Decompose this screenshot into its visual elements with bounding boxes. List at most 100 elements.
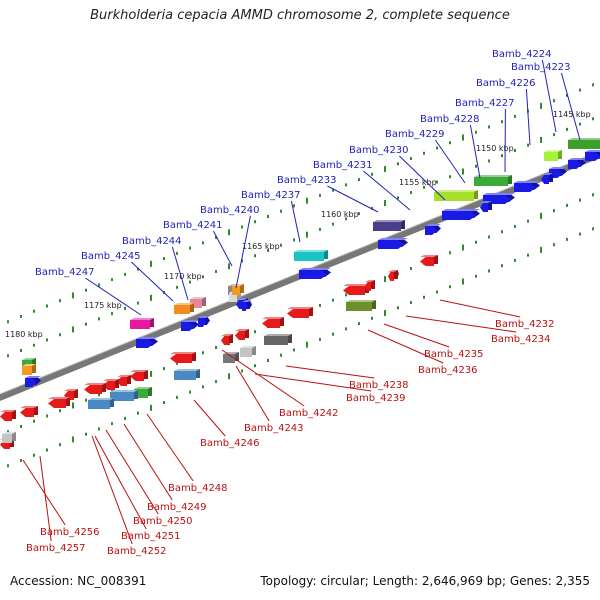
kbp-marker: 1180 kbp [5,330,43,339]
gene-leader-line [363,170,411,211]
gene-arrow [514,181,540,192]
gene-arrow [198,316,210,327]
gene-label-bamb-4232: Bamb_4232 [495,319,555,330]
gene-leader-line [434,139,466,184]
gene-arrow [84,383,106,394]
gene-arrow [136,337,158,348]
gene-leader-line [254,373,372,392]
gene-box [544,150,562,161]
gene-leader-line [105,429,159,515]
gene-arrow [420,255,438,266]
gene-box [110,390,138,401]
gene-label-bamb-4237: Bamb_4237 [241,190,301,201]
lower-gene-labels: Bamb_4232 Bamb_4234 Bamb_4235 Bamb_4236 Bamb… [22,299,555,557]
gene-leader-line [560,72,581,141]
accession-text: Accession: NC_008391 [10,574,147,588]
gene-label-bamb-4256: Bamb_4256 [40,527,100,538]
gene-arrow [365,280,375,291]
gene-leader-line [285,365,375,379]
gene-arrow [130,370,148,381]
gene-arrow [442,209,480,220]
gene-label-bamb-4235: Bamb_4235 [424,349,484,360]
gene-leader-line [541,59,557,133]
kbp-markers: 1145 kbp 1150 kbp 1155 kbp 1160 kbp 1165 kbp… [5,110,591,339]
gene-label-bamb-4245: Bamb_4245 [81,251,141,262]
gene-label-bamb-4236: Bamb_4236 [418,365,478,376]
gene-box [2,432,16,443]
gene-arrow [25,376,41,387]
gene-arrow [343,284,369,295]
gene-arrow [242,300,252,311]
gene-box [568,138,600,149]
gene-leader-line [290,200,301,243]
kbp-marker: 1170 kbp [164,272,202,281]
gene-arrow [541,173,553,184]
gene-box [240,346,256,357]
gene-arrow [170,352,196,363]
kbp-marker: 1165 kbp [242,242,280,251]
gene-label-bamb-4229: Bamb_4229 [385,129,445,140]
gene-label-bamb-4238: Bamb_4238 [349,380,409,391]
gene-arrow [299,268,331,279]
gene-label-bamb-4240: Bamb_4240 [200,205,260,216]
gene-arrow [568,158,586,169]
gene-label-bamb-4243: Bamb_4243 [244,423,304,434]
gene-box [434,190,478,201]
gene-label-bamb-4242: Bamb_4242 [279,408,339,419]
gene-box [174,369,200,380]
gene-leader-line [85,277,142,316]
kbp-marker: 1145 kbp [553,110,591,119]
gene-arrow [425,224,441,235]
tick-marks [7,83,594,468]
gene-box [346,300,376,311]
gene-leader-line [327,185,379,213]
gene-label-bamb-4239: Bamb_4239 [346,393,406,404]
gene-label-bamb-4248: Bamb_4248 [168,483,228,494]
gene-arrow [480,201,492,212]
kbp-marker: 1175 kbp [84,301,122,310]
gene-label-bamb-4247: Bamb_4247 [35,267,95,278]
gene-box [88,398,114,409]
gene-label-bamb-4257: Bamb_4257 [26,543,86,554]
gene-arrow [0,410,16,421]
gene-label-bamb-4251: Bamb_4251 [121,531,181,542]
gene-leader-line [146,413,194,482]
gene-box [264,334,292,345]
gene-label-bamb-4231: Bamb_4231 [313,160,373,171]
gene-leader-line [91,435,133,545]
gene-leader-line [469,124,481,179]
gene-arrow [181,320,199,331]
gene-leader-line [525,88,531,146]
kbp-marker: 1160 kbp [321,210,359,219]
gene-leader-line [235,215,251,289]
gene-leader-line [367,329,444,364]
gene-label-bamb-4250: Bamb_4250 [133,516,193,527]
gene-label-bamb-4252: Bamb_4252 [107,546,167,557]
gene-arrow [48,397,70,408]
gene-leader-line [383,323,450,348]
gene-leader-line [22,459,66,526]
gene-label-bamb-4244: Bamb_4244 [122,236,182,247]
map-title: Burkholderia cepacia AMMD chromosome 2, … [90,8,510,23]
gene-label-bamb-4223: Bamb_4223 [511,62,571,73]
kbp-marker: 1155 kbp [399,178,437,187]
gene-box [174,303,194,314]
gene-leader-line [123,423,173,501]
kbp-marker: 1150 kbp [476,144,514,153]
gene-box [474,175,512,186]
gene-label-bamb-4230: Bamb_4230 [349,145,409,156]
gene-features [0,138,600,449]
gene-box [130,318,154,329]
gene-arrow [585,150,600,161]
upper-gene-labels: Bamb_4224 Bamb_4223 Bamb_4226 Bamb_4227 Bamb… [35,49,581,316]
gene-box [294,250,328,261]
gene-label-bamb-4228: Bamb_4228 [420,114,480,125]
gene-leader-line [39,455,52,542]
gene-leader-line [235,365,270,422]
gene-label-bamb-4246: Bamb_4246 [200,438,260,449]
topology-text: Topology: circular; Length: 2,646,969 bp… [260,574,590,588]
gene-leader-line [193,399,226,437]
gene-arrow [117,375,131,386]
